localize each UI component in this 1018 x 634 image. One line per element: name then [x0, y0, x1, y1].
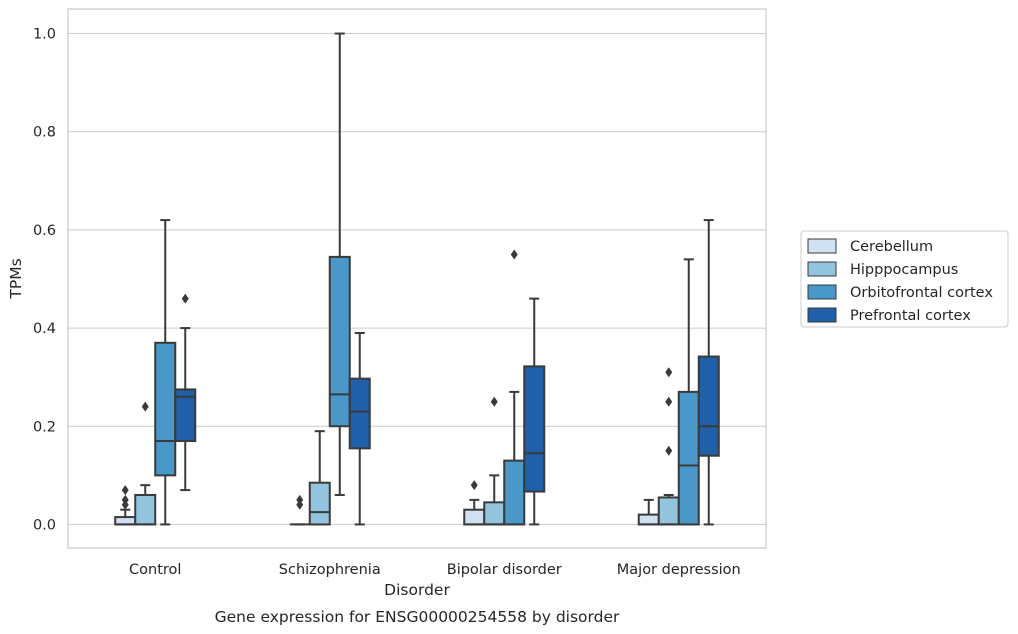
box-cerebellum-3	[637, 498, 660, 526]
x-tick-label: Major depression	[617, 562, 741, 578]
box-cerebellum-0	[114, 485, 137, 526]
box-orbitofrontal-cortex-2	[503, 249, 526, 526]
y-tick-label: 1.0	[33, 27, 56, 43]
legend-label: Cerebellum	[850, 239, 933, 255]
box-body	[174, 388, 197, 442]
y-tick-label: 0.0	[33, 517, 56, 533]
box-orbitofrontal-cortex-0	[154, 219, 177, 526]
x-tick-label: Schizophrenia	[279, 562, 381, 578]
box-body	[308, 481, 331, 526]
box-cerebellum-2	[463, 480, 486, 526]
box-orbitofrontal-cortex-3	[677, 258, 700, 526]
x-tick-label: Bipolar disorder	[447, 562, 562, 578]
box-body	[134, 493, 157, 526]
y-tick-label: 0.4	[33, 321, 56, 337]
box-body	[697, 355, 720, 457]
y-axis-title: TPMs	[7, 258, 25, 299]
box-orbitofrontal-cortex-1	[328, 32, 351, 496]
box-cerebellum-1	[289, 494, 310, 526]
box-body	[328, 255, 351, 428]
outlier-point	[490, 396, 498, 407]
figure-caption: Gene expression for ENSG00000254558 by d…	[215, 608, 620, 626]
box-body	[483, 501, 506, 526]
box-prefrontal-cortex-1	[348, 331, 371, 526]
y-tick-label: 0.2	[33, 419, 56, 435]
box-body	[463, 508, 486, 526]
x-axis-ticks: Control Schizophrenia Bipolar disorder Majo…	[129, 562, 741, 578]
box-hipppocampus-3	[657, 367, 680, 526]
box-hipppocampus-1	[308, 430, 331, 526]
legend-frame	[800, 230, 1009, 328]
boxes	[114, 32, 720, 526]
y-tick-label: 0.8	[33, 125, 56, 141]
legend-swatch	[807, 307, 837, 323]
y-axis-ticks: 0.0 0.2 0.4 0.6 0.8 1.0	[33, 27, 56, 534]
box-body	[503, 459, 526, 526]
outlier-point	[665, 396, 673, 407]
outlier-point	[510, 249, 518, 260]
outlier-point	[141, 401, 149, 412]
outlier-point	[470, 480, 478, 491]
x-tick-label: Control	[129, 562, 181, 578]
box-prefrontal-cortex-0	[174, 293, 197, 492]
outlier-point	[121, 494, 129, 505]
y-tick-label: 0.6	[33, 223, 56, 239]
box-body	[637, 513, 660, 526]
outlier-point	[665, 367, 673, 378]
box-body	[114, 516, 137, 526]
box-body	[677, 390, 700, 526]
box-prefrontal-cortex-3	[697, 219, 720, 526]
outlier-point	[121, 485, 129, 496]
box-hipppocampus-2	[483, 396, 506, 526]
outlier-point	[665, 445, 673, 456]
legend-label: Hipppocampus	[850, 262, 958, 278]
legend-swatch	[807, 261, 837, 277]
outlier-point	[181, 293, 189, 304]
legend-label: Prefrontal cortex	[850, 308, 971, 324]
box-body	[348, 377, 371, 450]
x-axis-title: Disorder	[384, 581, 450, 599]
box-body	[154, 341, 177, 477]
box-hipppocampus-0	[134, 401, 157, 526]
outlier-point	[296, 494, 304, 505]
legend: Cerebellum Hipppocampus Orbitofrontal cort…	[800, 230, 1009, 328]
plot-frame	[67, 8, 767, 549]
box-body	[523, 365, 546, 493]
legend-label: Orbitofrontal cortex	[850, 285, 993, 301]
legend-swatch	[807, 238, 837, 254]
box-body	[657, 496, 680, 526]
legend-swatch	[807, 284, 837, 300]
box-prefrontal-cortex-2	[523, 297, 546, 526]
